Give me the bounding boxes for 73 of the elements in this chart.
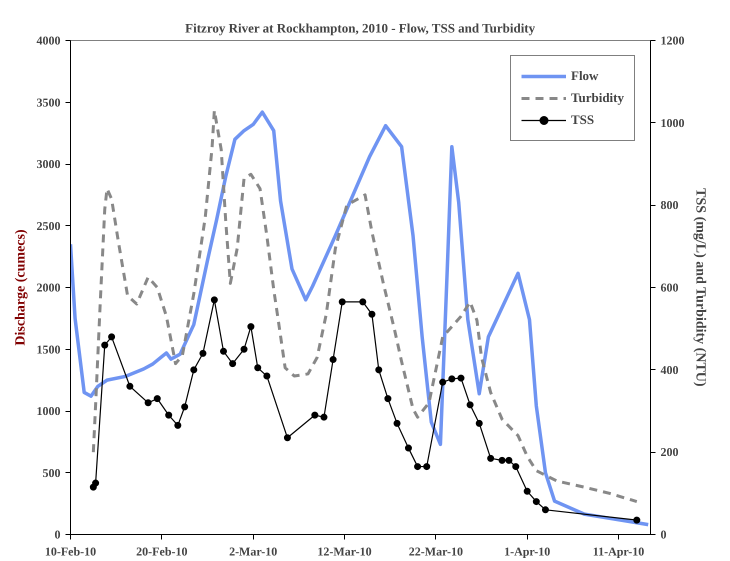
y-tick-label: 500 — [42, 466, 60, 480]
point — [199, 350, 206, 357]
point — [108, 333, 116, 340]
x-tick-label: 1-Apr-10 — [504, 544, 550, 558]
y-tick-label: 3000 — [36, 157, 60, 171]
point — [101, 342, 108, 349]
point — [154, 395, 161, 402]
point — [448, 375, 456, 382]
y2-tick-label: 600 — [660, 280, 678, 294]
point — [190, 366, 198, 374]
point — [394, 420, 401, 427]
point — [423, 463, 430, 470]
point — [439, 378, 446, 386]
point — [359, 298, 366, 306]
x-tick-label: 12-Mar-10 — [317, 544, 372, 558]
point — [512, 463, 520, 470]
point — [404, 444, 412, 452]
point — [542, 506, 549, 514]
y-tick-label: 2000 — [36, 280, 60, 294]
point — [284, 434, 291, 442]
point — [498, 456, 506, 464]
point — [92, 480, 100, 487]
point — [254, 364, 262, 372]
y2-tick-label: 200 — [660, 445, 678, 460]
point — [375, 366, 382, 374]
point — [263, 372, 270, 380]
point — [532, 498, 540, 506]
y-tick-label: 0 — [54, 528, 60, 542]
chart-title: Fitzroy River at Rockhampton, 2010 - Flow, TSS and Turbidity — [185, 20, 536, 36]
y-tick-label: 4000 — [36, 34, 60, 48]
legend-label: Turbidity — [571, 90, 624, 106]
y2-tick-label: 0 — [660, 528, 666, 542]
x-tick-label: 11-Apr-10 — [592, 544, 644, 558]
x-tick-label: 20-Feb-10 — [136, 544, 188, 558]
point — [487, 454, 494, 462]
legend-label: Flow — [571, 68, 598, 84]
y-tick-label: 3500 — [36, 95, 60, 110]
point — [368, 310, 376, 318]
x-tick-label: 2-Mar-10 — [229, 544, 278, 558]
point — [330, 356, 337, 364]
point — [181, 403, 188, 410]
point — [311, 412, 318, 419]
y-axis-title: Discharge (cumecs) — [14, 229, 28, 346]
y-tick-label: 1500 — [36, 342, 60, 356]
point — [505, 456, 512, 464]
point — [414, 463, 422, 470]
x-tick-label: 22-Mar-10 — [408, 544, 463, 558]
y-tick-label: 2500 — [36, 218, 60, 233]
point — [476, 420, 483, 427]
point — [220, 348, 227, 355]
point — [338, 298, 346, 306]
point — [457, 374, 464, 382]
point — [384, 395, 392, 402]
point — [144, 399, 152, 406]
point — [174, 422, 182, 429]
y2-tick-label: 1200 — [660, 34, 684, 48]
point — [229, 360, 236, 368]
point — [126, 382, 134, 390]
x-tick-label: 10-Feb-10 — [44, 544, 96, 558]
point — [240, 346, 248, 353]
y2-tick-label: 400 — [660, 362, 678, 377]
y-tick-label: 1000 — [36, 404, 60, 418]
y2-tick-label: 800 — [660, 198, 678, 212]
point — [633, 516, 640, 524]
legend-label: TSS — [571, 112, 594, 128]
y2-axis-title: TSS (mg/L) and Turbidity (NTU) — [692, 188, 708, 387]
point — [247, 323, 254, 330]
point — [524, 488, 531, 495]
y2-tick-label: 1000 — [660, 116, 684, 130]
point — [165, 412, 172, 419]
point — [320, 414, 328, 421]
point — [210, 296, 218, 304]
point — [466, 401, 474, 408]
